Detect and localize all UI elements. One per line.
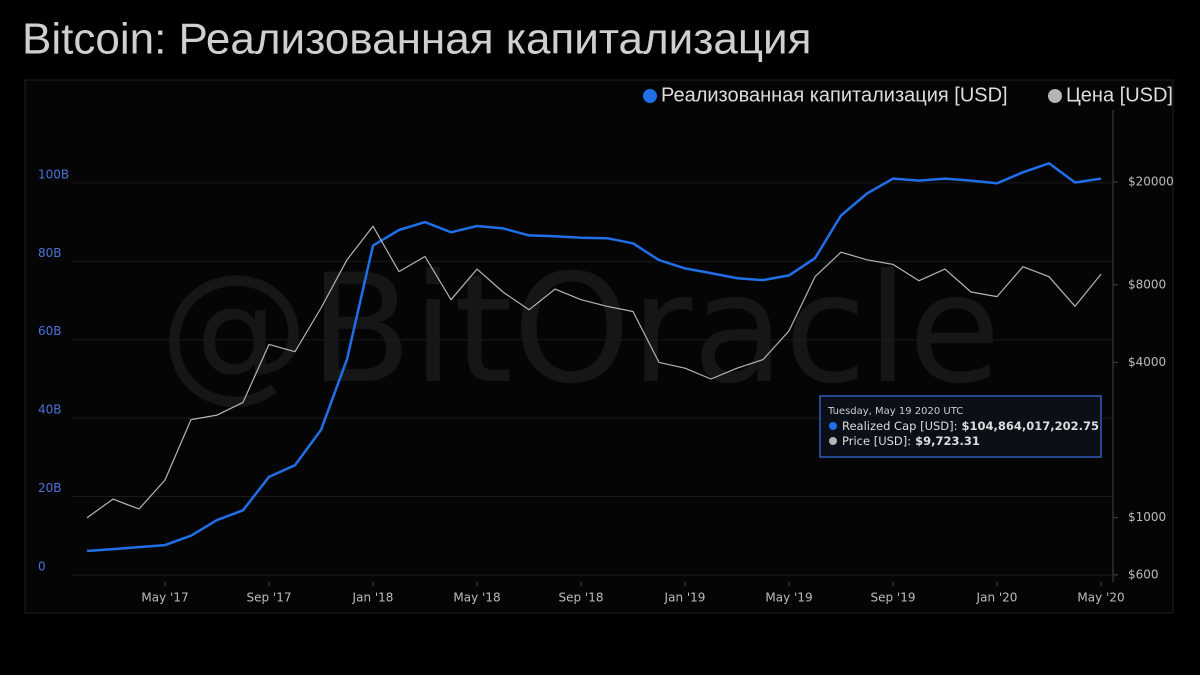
x-tick-label: May '17 [141,591,188,605]
y2-tick-label: $1000 [1128,510,1166,524]
chart-title: Bitcoin: Реализованная капитализация [22,15,811,64]
tooltip-row: Realized Cap [USD]: $104,864,017,202.75 [842,419,1099,433]
x-tick-label: Jan '18 [352,591,394,605]
tooltip: Tuesday, May 19 2020 UTC Realized Cap [US… [819,395,1102,458]
tooltip-value: $9,723.31 [915,434,980,448]
watermark: @BitOracle [159,243,1000,417]
tooltip-marker [829,422,837,430]
plot-frame [24,79,1174,614]
tooltip-value: $104,864,017,202.75 [962,419,1100,433]
tooltip-marker [829,437,837,445]
legend-marker [1048,89,1062,103]
tooltip-row: Price [USD]: $9,723.31 [842,434,980,448]
tooltip-date: Tuesday, May 19 2020 UTC [827,406,963,417]
tooltip-label: Realized Cap [USD]: [842,419,958,433]
legend-label: Цена [USD] [1066,84,1173,106]
y2-tick-label: $8000 [1128,277,1166,291]
x-tick-label: May '19 [765,591,812,605]
tooltip-box [819,395,1102,458]
x-tick-label: May '20 [1077,591,1124,605]
x-tick-label: Sep '18 [559,591,604,605]
series-line [86,162,1102,553]
y-tick-label: 60B [38,324,62,338]
y-tick-label: 0 [38,559,46,573]
x-tick-label: Jan '19 [664,591,706,605]
y2-tick-label: $600 [1128,567,1159,581]
x-tick-label: May '18 [453,591,500,605]
y-tick-label: 100B [38,167,69,181]
x-tick-label: Jan '20 [976,591,1018,605]
y-tick-label: 80B [38,246,62,260]
series-line [86,225,1102,519]
legend-label: Реализованная капитализация [USD] [661,84,1008,106]
y2-tick-label: $4000 [1128,355,1166,369]
x-tick-label: Sep '17 [247,591,292,605]
tooltip-label: Price [USD]: [842,434,911,448]
y-tick-label: 40B [38,403,62,417]
y2-tick-label: $20000 [1128,175,1174,189]
x-tick-label: Sep '19 [871,591,916,605]
legend-marker [643,89,657,103]
y-tick-label: 20B [38,481,62,495]
